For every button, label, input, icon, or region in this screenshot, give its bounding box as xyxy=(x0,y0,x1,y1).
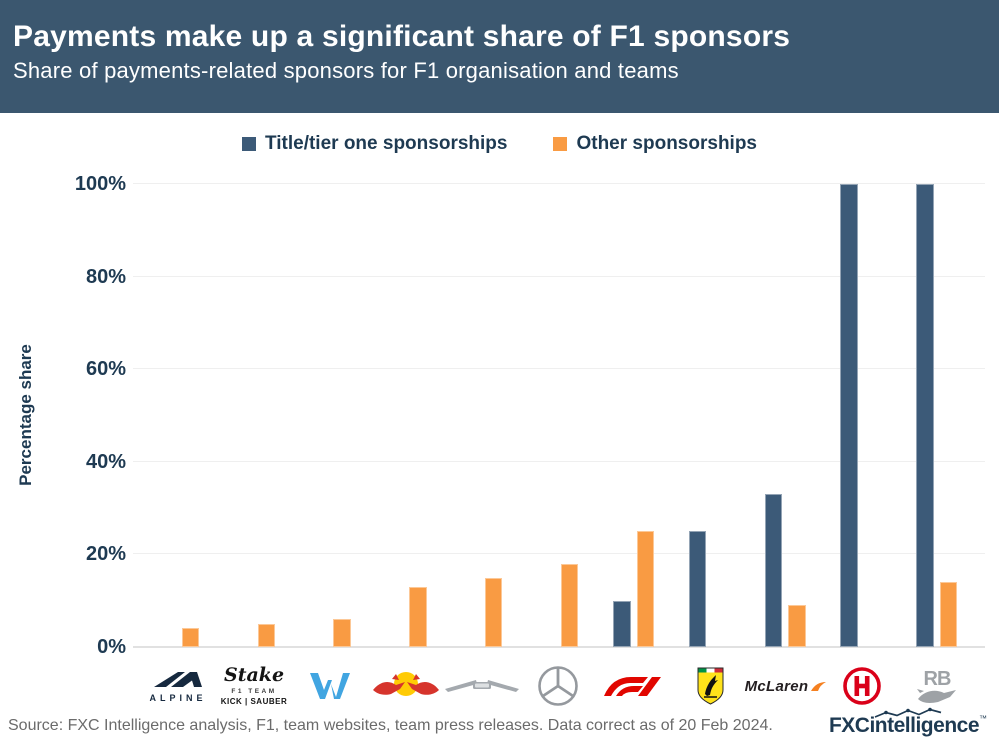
legend-label: Other sponsorships xyxy=(576,133,757,154)
bar-other-stake-f1-team-kick-sauber xyxy=(257,623,275,647)
logo-williams xyxy=(292,658,368,714)
plot-area xyxy=(133,183,985,648)
logo-aston-martin xyxy=(444,658,520,714)
page-subtitle: Share of payments-related sponsors for F… xyxy=(13,58,679,83)
stake-f1-team-label: F1 TEAM xyxy=(231,688,277,695)
logo-rb: RB xyxy=(899,658,975,714)
rb-bull-icon xyxy=(917,688,956,703)
bar-other-rb xyxy=(939,582,958,647)
logo-mclaren: McLaren xyxy=(744,658,827,714)
bar-other-mclaren xyxy=(788,605,806,647)
logo-ferrari xyxy=(672,658,748,714)
bar-title-tier-one-mclaren xyxy=(764,494,783,647)
fxc-brand-bold: FXC xyxy=(828,714,870,737)
mclaren-speedmark-icon xyxy=(811,681,827,691)
source-note: Source: FXC Intelligence analysis, F1, t… xyxy=(8,717,773,734)
mercedes-star-icon xyxy=(538,666,578,706)
bar-other-f1 xyxy=(636,531,654,647)
logo-haas xyxy=(824,658,900,714)
y-tick-label: 60% xyxy=(85,358,126,381)
red-bull-icon xyxy=(373,672,439,696)
bar-title-tier-one-haas xyxy=(840,184,858,647)
bar-other-alpine xyxy=(181,628,200,647)
gridline-40 xyxy=(133,460,985,462)
alpine-wordmark: ALPINE xyxy=(149,692,207,703)
rb-wordmark: RB xyxy=(923,667,952,690)
y-tick-label: 100% xyxy=(74,173,126,195)
bar-title-tier-one-f1 xyxy=(613,600,631,647)
f1-icon xyxy=(604,677,661,696)
kick-sauber-label: KICK | SAUBER xyxy=(220,697,288,706)
fxc-trademark: ™ xyxy=(979,714,987,723)
fxc-intelligence-logo: FXCintelligence™ xyxy=(828,707,987,738)
logo-red-bull xyxy=(368,658,444,714)
stake-wordmark: Stake xyxy=(223,664,285,686)
bar-other-aston-martin xyxy=(484,577,503,647)
legend: Title/tier one sponsorships Other sponso… xyxy=(0,133,999,155)
haas-h-icon xyxy=(843,667,881,705)
legend-label: Title/tier one sponsorships xyxy=(264,133,508,154)
y-axis-tick-labels: 0% 20% 40% 60% 80% 100% xyxy=(0,0,126,749)
alpine-a-mark-icon xyxy=(154,671,202,687)
y-tick-label: 40% xyxy=(85,450,126,473)
logo-mercedes xyxy=(520,658,596,714)
page-title: Payments make up a significant share of … xyxy=(13,20,791,53)
aston-martin-wings-icon xyxy=(445,680,519,692)
y-tick-label: 80% xyxy=(85,265,126,288)
fxc-linechart-icon xyxy=(874,707,942,718)
legend-item-other: Other sponsorships xyxy=(553,133,757,155)
y-tick-label: 20% xyxy=(85,543,126,566)
fxc-brand-rest: intelligence xyxy=(869,714,979,737)
gridline-60 xyxy=(133,368,985,370)
gridline-20 xyxy=(133,553,985,555)
y-tick-label: 0% xyxy=(97,636,126,658)
logo-alpine: ALPINE xyxy=(140,658,216,714)
williams-w-icon xyxy=(310,673,350,699)
gridline-100 xyxy=(133,183,985,184)
legend-swatch-blue-icon xyxy=(241,137,256,151)
bar-other-williams xyxy=(333,619,351,647)
footer: Source: FXC Intelligence analysis, F1, t… xyxy=(0,707,999,749)
logo-stake-kick-sauber: Stake F1 TEAM KICK | SAUBER xyxy=(216,658,292,714)
gridline-80 xyxy=(133,275,985,277)
gridline-0 xyxy=(133,646,985,648)
bar-other-mercedes xyxy=(560,563,579,647)
chart-header: Payments make up a significant share of … xyxy=(0,0,999,113)
legend-item-title-tier-one: Title/tier one sponsorships xyxy=(241,133,508,155)
mclaren-wordmark: McLaren xyxy=(744,677,809,695)
bar-other-red-bull xyxy=(409,586,427,647)
logo-f1 xyxy=(596,658,672,714)
ferrari-shield-icon xyxy=(697,667,723,705)
bar-title-tier-one-ferrari xyxy=(688,531,707,647)
bar-title-tier-one-rb xyxy=(916,184,934,647)
legend-swatch-orange-icon xyxy=(553,137,568,151)
